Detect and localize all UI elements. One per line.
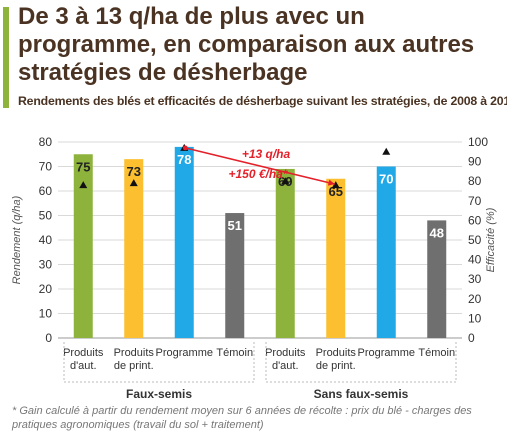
y-tick-label: 10 [39, 307, 53, 321]
bar [174, 146, 194, 338]
y-tick-label: 40 [39, 233, 53, 247]
gain-annotation: +13 q/ha +150 €/ha* [182, 145, 335, 186]
efficacy-marker [382, 147, 391, 155]
y-tick-label: 30 [39, 258, 53, 272]
gain-yield-label: +13 q/ha [242, 147, 291, 161]
bar-value-label: 48 [430, 225, 444, 240]
gain-arrow-head [327, 179, 335, 186]
efficacy-marker [129, 179, 138, 187]
bar [225, 213, 245, 338]
footnote: * Gain calculé à partir du rendement moy… [12, 405, 472, 431]
y-tick-label: 50 [39, 209, 53, 223]
y-tick-label: 0 [45, 331, 52, 345]
group-bracket [265, 342, 457, 383]
gain-money-label: +150 €/ha* [228, 167, 288, 181]
group-label: Faux-semis [126, 387, 192, 401]
category-label: d'aut. [272, 360, 299, 372]
y2-tick-label: 20 [468, 292, 482, 306]
y-tick-label: 80 [39, 135, 53, 149]
value-labels: 7573785169657048 [76, 152, 444, 241]
bar-value-label: 73 [127, 164, 141, 179]
y2-tick-label: 30 [468, 272, 482, 286]
efficacy-marker [281, 177, 290, 185]
y-tick-label: 20 [39, 282, 53, 296]
group-bracket [63, 342, 255, 383]
y2-tick-label: 0 [468, 331, 475, 345]
category-label: de print. [316, 360, 356, 372]
category-label: Témoin [216, 347, 253, 359]
gain-arrow-line [185, 147, 335, 185]
gain-arrow-start [182, 145, 188, 151]
category-label: Produits [114, 347, 155, 359]
bar [73, 154, 93, 338]
y2-tick-label: 50 [468, 233, 482, 247]
category-label: Programme [156, 347, 213, 359]
bar-value-label: 51 [228, 218, 242, 233]
group-label: Sans faux-semis [314, 387, 409, 401]
bar-value-label: 75 [76, 159, 90, 174]
y2-tick-label: 100 [468, 135, 488, 149]
bar [427, 220, 447, 338]
category-label: Produits [316, 347, 357, 359]
y2-tick-label: 10 [468, 311, 482, 325]
category-label: de print. [114, 360, 154, 372]
bar-value-label: 70 [379, 172, 393, 187]
category-label: Produits [265, 347, 306, 359]
bars [73, 146, 447, 338]
y2-tick-label: 70 [468, 194, 482, 208]
y-axis-title: Rendement (q/ha) [11, 195, 23, 284]
efficacy-marker [79, 181, 88, 189]
bar [124, 159, 144, 338]
bar [326, 178, 346, 338]
y2-axis-title: Efficacité (%) [485, 207, 497, 272]
y-tick-label: 70 [39, 160, 53, 174]
chart-subtitle: Rendements des blés et efficacités de dé… [18, 94, 507, 108]
category-label: Programme [358, 347, 415, 359]
title-accent-bar [3, 7, 9, 108]
axes: 0 10 20 30 40 50 60 70 80 0 10 20 30 40 50 60 70 80 90 100 R… [11, 135, 497, 401]
bar [376, 166, 396, 338]
yield-chart: 7573785169657048 +13 q/ha+150 €/ha* 0102… [11, 135, 497, 401]
y-tick-label: 60 [39, 184, 53, 198]
bar [275, 168, 295, 338]
y2-tick-label: 40 [468, 253, 482, 267]
category-label: d'aut. [70, 360, 97, 372]
bar-value-label: 78 [177, 152, 191, 167]
y2-tick-label: 80 [468, 174, 482, 188]
y2-tick-label: 90 [468, 155, 482, 169]
efficacy-marker [331, 181, 340, 189]
category-label: Produits [63, 347, 104, 359]
y2-tick-label: 60 [468, 213, 482, 227]
page-title: De 3 à 13 q/ha de plus avec un programme… [18, 3, 475, 86]
category-label: Témoin [418, 347, 455, 359]
